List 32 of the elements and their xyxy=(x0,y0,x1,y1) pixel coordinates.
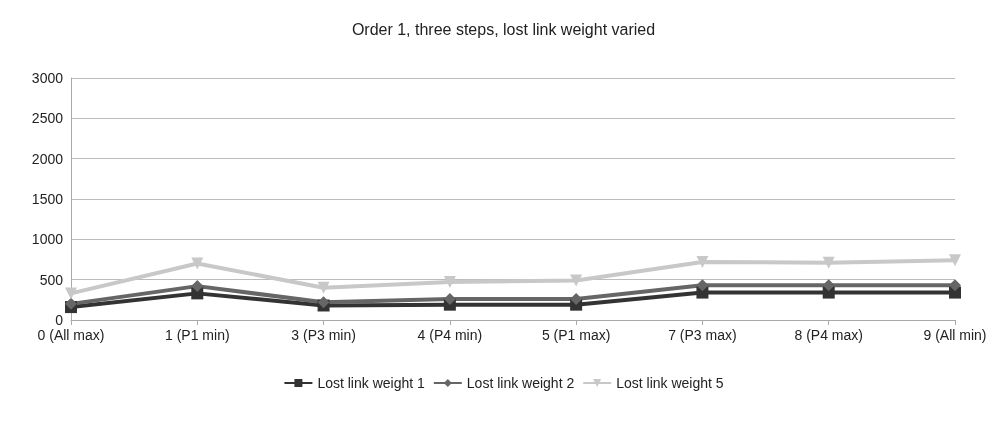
x-tick-label: 1 (P1 min) xyxy=(165,327,230,343)
point xyxy=(949,279,961,292)
x-tick-label: 4 (P4 min) xyxy=(417,327,483,343)
x-tick-label: 5 (P1 max) xyxy=(541,327,611,343)
point xyxy=(317,281,330,294)
y-tick-label: 2000 xyxy=(31,150,64,167)
x-tick-label: 0 (All max) xyxy=(37,327,105,343)
point xyxy=(949,254,961,267)
point xyxy=(191,257,204,270)
y-tick-label: 1000 xyxy=(31,231,64,248)
y-tick-label: 0 xyxy=(55,312,64,328)
chart-title: Order 1, three steps, lost link weight varied xyxy=(351,20,656,38)
x-tick-label: 3 (P3 min) xyxy=(291,327,356,343)
y-tick-label: 500 xyxy=(39,271,64,288)
point xyxy=(65,287,77,300)
x-tick-label: 8 (P4 max) xyxy=(794,327,863,343)
point xyxy=(822,256,835,269)
x-tick-label: 7 (P3 max) xyxy=(668,327,737,343)
x-tick-label: 9 (All min) xyxy=(923,327,987,343)
point xyxy=(191,280,204,293)
point xyxy=(570,274,583,287)
point xyxy=(65,297,77,310)
point xyxy=(443,276,456,289)
y-tick-label: 2500 xyxy=(31,110,64,127)
point xyxy=(570,293,583,306)
legend-label: Lost link weight 2 xyxy=(466,375,575,391)
point xyxy=(696,255,709,268)
legend-label: Lost link weight 5 xyxy=(616,375,724,391)
y-tick-label: 3000 xyxy=(31,70,64,86)
legend-label: Lost link weight 1 xyxy=(317,375,426,391)
point xyxy=(443,293,456,306)
y-tick-label: 1500 xyxy=(31,191,64,207)
